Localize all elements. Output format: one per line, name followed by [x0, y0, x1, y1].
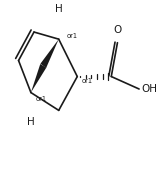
Text: H: H	[27, 117, 35, 127]
Text: H: H	[55, 4, 63, 14]
Polygon shape	[40, 39, 59, 68]
Text: O: O	[113, 25, 122, 35]
Text: or1: or1	[82, 78, 93, 84]
Polygon shape	[31, 64, 46, 93]
Text: or1: or1	[66, 33, 77, 39]
Text: or1: or1	[36, 96, 47, 102]
Text: OH: OH	[141, 84, 157, 94]
